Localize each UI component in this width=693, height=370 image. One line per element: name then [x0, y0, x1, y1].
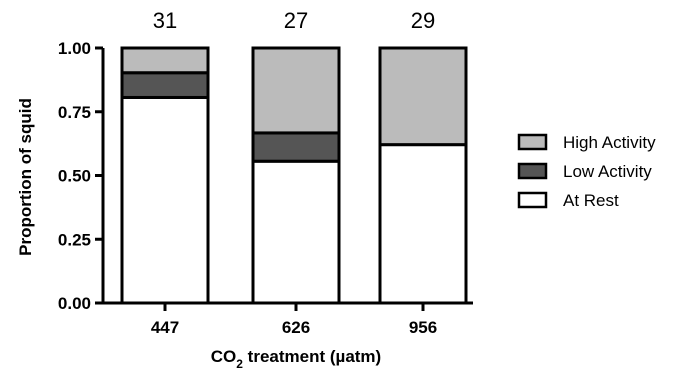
y-tick-label: 1.00: [58, 39, 91, 58]
x-tick-label: 956: [409, 318, 437, 337]
y-axis: 0.00 0.25 0.50 0.75 1.00: [58, 39, 105, 313]
legend-swatch-high-activity: [517, 133, 548, 151]
legend-swatch-low-activity: [517, 162, 548, 180]
y-tick-label: 0.00: [58, 294, 91, 313]
bar-segment-high-activity-447: [120, 46, 210, 75]
x-axis-title-subscript: 2: [236, 357, 243, 370]
y-axis-title: Proportion of squid: [16, 98, 35, 256]
legend-label-low-activity: Low Activity: [563, 162, 652, 181]
x-axis-title-prefix: CO: [211, 347, 237, 366]
legend: High Activity Low Activity At Rest: [517, 133, 656, 210]
legend-label-at-rest: At Rest: [563, 191, 619, 210]
count-label-626: 27: [284, 8, 308, 33]
y-tick-label: 0.25: [58, 230, 91, 249]
sample-size-labels: 31 27 29: [153, 8, 435, 33]
bar-segment-at-rest-626: [251, 159, 341, 305]
x-axis-title-suffix: treatment (µatm): [243, 347, 381, 366]
x-axis: 447 626 956: [103, 301, 473, 337]
y-tick-label: 0.50: [58, 167, 91, 186]
legend-swatch-at-rest: [517, 191, 548, 209]
bars-group: [120, 46, 468, 305]
x-tick-label: 626: [282, 318, 310, 337]
bar-segment-high-activity-956: [378, 46, 468, 147]
bar-segment-at-rest-956: [378, 143, 468, 305]
bar-segment-low-activity-447: [120, 71, 210, 99]
legend-label-high-activity: High Activity: [563, 133, 656, 152]
x-axis-title: CO2 treatment (µatm): [211, 347, 381, 370]
bar-segment-high-activity-626: [251, 46, 341, 135]
count-label-447: 31: [153, 8, 177, 33]
x-tick-label: 447: [151, 318, 179, 337]
y-tick-label: 0.75: [58, 103, 91, 122]
count-label-956: 29: [411, 8, 435, 33]
bar-segment-at-rest-447: [120, 95, 210, 305]
bar-segment-low-activity-626: [251, 131, 341, 163]
